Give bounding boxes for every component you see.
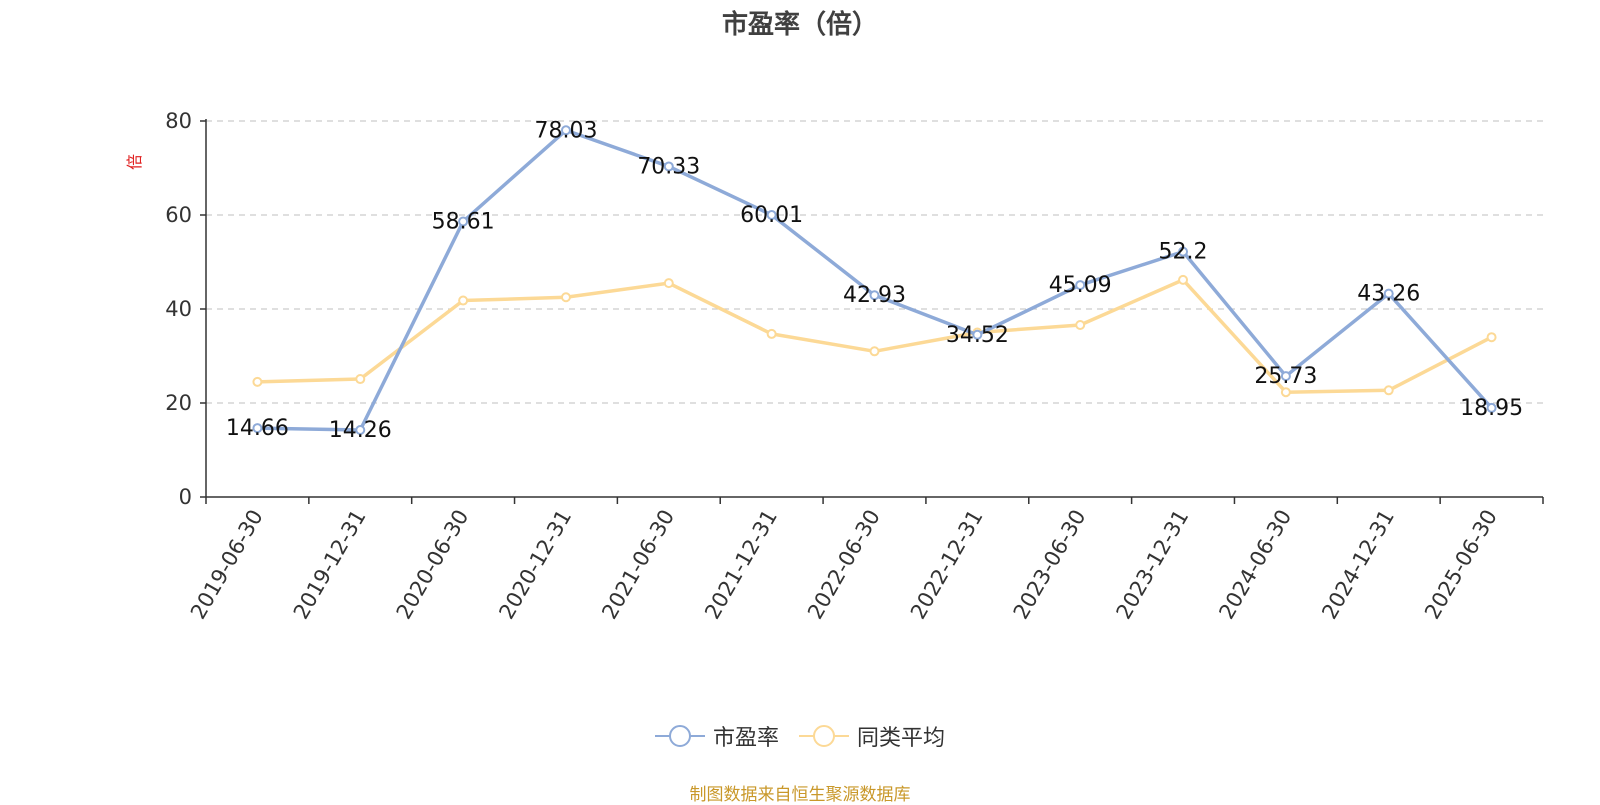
data-point	[252, 376, 263, 387]
x-tick-label: 2020-12-31	[494, 506, 576, 624]
label-layer: 14.66 14.26 58.61 78.03 70.33 60.01 42.93 34.52…	[226, 118, 1523, 443]
data-point	[560, 292, 571, 303]
data-point	[355, 374, 366, 385]
grid-layer	[206, 120, 1543, 404]
x-tick-label: 2021-12-31	[700, 506, 782, 624]
data-point	[1280, 371, 1291, 382]
data-point	[458, 216, 469, 227]
data-point	[663, 278, 674, 289]
data-point	[1075, 280, 1086, 291]
data-label: 42.93	[843, 283, 906, 308]
x-tick-label: 2024-06-30	[1214, 506, 1296, 624]
data-point	[1383, 385, 1394, 396]
y-tick-label: 20	[165, 391, 192, 415]
data-point	[1383, 288, 1394, 299]
x-tick-label: 2021-06-30	[597, 506, 679, 624]
data-point	[1075, 319, 1086, 330]
x-tick-label: 2022-12-31	[906, 506, 988, 624]
data-label: 25.73	[1254, 364, 1317, 389]
legend: 市盈率 同类平均	[0, 720, 1600, 752]
data-label: 60.01	[740, 203, 803, 228]
data-label: 18.95	[1460, 396, 1523, 421]
legend-marker-icon	[799, 725, 849, 747]
legend-item-peer-average[interactable]: 同类平均	[799, 720, 945, 752]
data-point	[458, 295, 469, 306]
axis-layer: 0 20 40 60 80 倍 2019-06-30 2019-12-31 2020-06-30…	[125, 109, 1544, 624]
data-label: 43.26	[1357, 282, 1420, 307]
data-point	[663, 161, 674, 172]
x-tick-label: 2023-06-30	[1009, 506, 1091, 624]
data-point	[252, 423, 263, 434]
y-tick-label: 40	[165, 297, 192, 321]
data-point	[869, 346, 880, 357]
x-tick-label: 2025-06-30	[1420, 506, 1502, 624]
chart-title: 市盈率（倍）	[721, 10, 878, 40]
series-layer	[252, 125, 1497, 435]
y-axis-unit-label: 倍	[125, 154, 144, 170]
data-point	[869, 290, 880, 301]
data-point	[1280, 387, 1291, 398]
legend-marker-icon	[654, 725, 705, 747]
y-tick-label: 80	[165, 109, 192, 133]
data-label: 78.03	[534, 118, 597, 143]
data-point	[1178, 274, 1189, 285]
legend-item-pe[interactable]: 市盈率	[654, 720, 779, 752]
data-label: 52.2	[1159, 240, 1208, 265]
legend-label: 市盈率	[712, 726, 779, 751]
source-note: 制图数据来自恒生聚源数据库	[689, 785, 911, 805]
data-point	[972, 329, 983, 340]
data-point	[766, 209, 777, 220]
legend-label: 同类平均	[857, 726, 946, 751]
data-label: 70.33	[637, 154, 700, 179]
data-point	[1178, 246, 1189, 257]
y-tick-label: 0	[179, 485, 192, 509]
x-tick-label: 2019-12-31	[289, 506, 371, 624]
data-point	[1486, 402, 1497, 413]
x-tick-label: 2020-06-30	[392, 505, 474, 623]
data-point	[355, 424, 366, 435]
data-label: 45.09	[1049, 273, 1112, 298]
x-tick-label: 2023-12-31	[1112, 506, 1194, 624]
y-tick-label: 60	[165, 203, 192, 227]
data-point	[1486, 332, 1497, 343]
data-label: 34.52	[946, 323, 1009, 348]
data-label: 14.26	[329, 418, 392, 443]
x-tick-label: 2022-06-30	[803, 506, 885, 624]
x-tick-label: 2019-06-30	[186, 506, 268, 624]
data-label: 14.66	[226, 416, 289, 441]
data-point	[560, 125, 571, 136]
x-tick-label: 2024-12-31	[1317, 506, 1399, 624]
data-point	[766, 328, 777, 339]
data-label: 58.61	[432, 210, 495, 235]
